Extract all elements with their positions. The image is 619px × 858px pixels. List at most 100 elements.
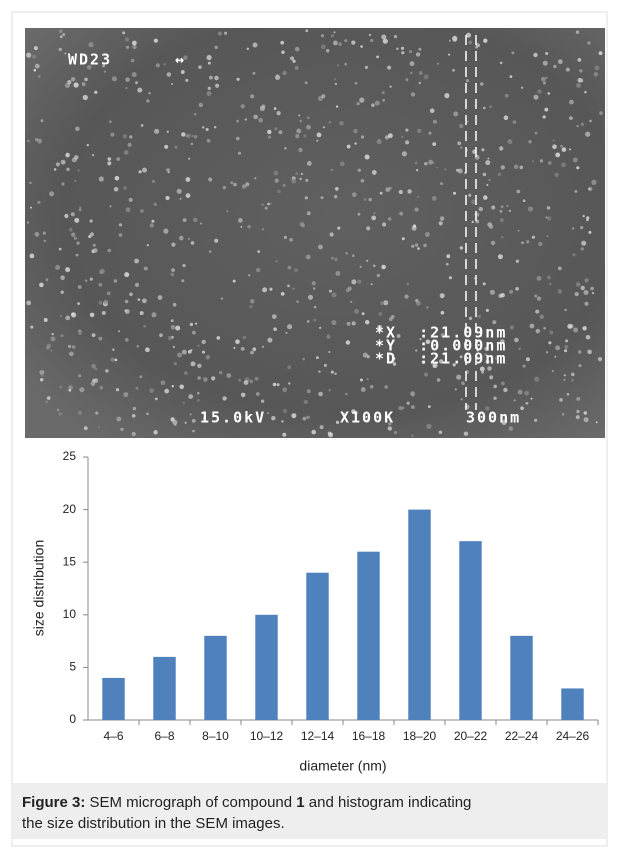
sem-particle bbox=[587, 41, 591, 45]
x-tick-label: 6–8 bbox=[154, 729, 174, 743]
sem-particle bbox=[571, 378, 574, 382]
sem-particle bbox=[399, 211, 404, 216]
sem-particle bbox=[461, 381, 465, 386]
sem-particle bbox=[484, 353, 487, 356]
sem-particle bbox=[534, 376, 540, 382]
sem-particle bbox=[321, 34, 324, 38]
sem-particle bbox=[543, 327, 546, 330]
sem-particle bbox=[329, 289, 332, 293]
sem-particle bbox=[388, 217, 392, 221]
sem-particle bbox=[585, 131, 591, 137]
sem-magnification: X100K bbox=[340, 409, 395, 427]
sem-y: *Y :0.000nm bbox=[375, 337, 507, 355]
sem-particle bbox=[335, 187, 339, 191]
sem-particle bbox=[98, 336, 103, 341]
sem-particle bbox=[493, 384, 498, 389]
sem-particle bbox=[82, 94, 88, 101]
sem-particle bbox=[43, 318, 48, 322]
sem-particle bbox=[55, 264, 61, 270]
sem-particle bbox=[302, 357, 306, 361]
sem-particle bbox=[457, 168, 463, 174]
sem-particle bbox=[345, 252, 349, 255]
sem-particle bbox=[333, 195, 338, 199]
sem-particle bbox=[591, 179, 597, 185]
sem-particle bbox=[573, 327, 579, 333]
sem-particle bbox=[521, 241, 524, 245]
sem-particle bbox=[153, 202, 157, 206]
x-tick-label: 4–6 bbox=[103, 729, 123, 743]
sem-particle bbox=[454, 388, 457, 391]
sem-particle bbox=[333, 78, 337, 81]
sem-particle bbox=[110, 357, 115, 362]
sem-particle bbox=[308, 294, 313, 300]
sem-particle bbox=[545, 76, 548, 80]
sem-particle bbox=[401, 151, 407, 157]
sem-particle bbox=[135, 386, 139, 390]
sem-particle bbox=[122, 31, 126, 35]
sem-particle bbox=[29, 253, 35, 259]
sem-particle bbox=[483, 38, 488, 43]
sem-particle bbox=[40, 378, 44, 382]
sem-particle bbox=[181, 132, 186, 137]
sem-particle bbox=[459, 123, 464, 129]
x-tick-label: 24–26 bbox=[556, 729, 590, 743]
sem-particle bbox=[520, 406, 524, 411]
sem-particle bbox=[563, 374, 566, 377]
sem-particle bbox=[532, 160, 534, 163]
sem-particle bbox=[195, 322, 198, 325]
sem-particle bbox=[553, 64, 557, 69]
sem-particle bbox=[74, 155, 79, 160]
y-tick-label: 5 bbox=[69, 660, 76, 674]
sem-particle bbox=[249, 305, 253, 309]
sem-particle bbox=[384, 385, 388, 389]
sem-particle bbox=[512, 120, 517, 124]
sem-particle bbox=[360, 387, 366, 392]
sem-particle bbox=[176, 188, 182, 194]
sem-particle bbox=[220, 297, 224, 300]
sem-particle bbox=[590, 286, 594, 291]
sem-particle bbox=[563, 378, 566, 382]
sem-particle bbox=[392, 362, 397, 366]
sem-particle bbox=[151, 219, 155, 223]
sem-particle bbox=[106, 291, 111, 296]
sem-particle bbox=[170, 272, 175, 277]
sem-particle bbox=[398, 406, 403, 411]
sem-particle bbox=[577, 77, 582, 83]
sem-particle bbox=[208, 250, 212, 253]
sem-particle bbox=[281, 420, 284, 423]
sem-particle bbox=[385, 187, 391, 193]
sem-particle bbox=[245, 182, 250, 187]
sem-particle bbox=[322, 126, 325, 129]
sem-particle bbox=[335, 105, 339, 108]
sem-particle bbox=[351, 321, 356, 326]
sem-particle bbox=[214, 238, 219, 243]
sem-particle bbox=[282, 387, 288, 393]
sem-particle bbox=[582, 326, 587, 331]
sem-particle bbox=[256, 267, 261, 273]
sem-particle bbox=[271, 416, 276, 421]
sem-particle bbox=[578, 350, 582, 354]
sem-particle bbox=[190, 241, 195, 245]
sem-particle bbox=[345, 288, 350, 293]
sem-particle bbox=[557, 266, 562, 271]
sem-particle bbox=[33, 46, 38, 51]
sem-particle bbox=[60, 334, 64, 338]
sem-particle bbox=[30, 325, 34, 329]
sem-particle bbox=[298, 147, 303, 153]
y-tick-label: 0 bbox=[69, 712, 76, 726]
sem-particle bbox=[528, 140, 532, 144]
sem-particle bbox=[182, 263, 186, 268]
sem-particle bbox=[79, 387, 85, 393]
sem-particle bbox=[471, 220, 474, 224]
sem-particle bbox=[276, 383, 280, 387]
x-tick-label: 16–18 bbox=[352, 729, 386, 743]
sem-particle bbox=[545, 216, 548, 219]
sem-particle bbox=[338, 42, 342, 46]
sem-particle bbox=[357, 212, 361, 216]
sem-particle bbox=[132, 406, 137, 411]
sem-particle bbox=[331, 320, 337, 326]
sem-particle bbox=[501, 236, 504, 239]
sem-particle bbox=[547, 216, 552, 221]
sem-particle bbox=[307, 116, 310, 119]
sem-particle bbox=[513, 399, 516, 402]
